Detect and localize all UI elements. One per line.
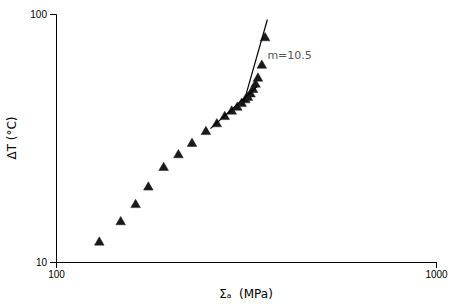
line: [210, 87, 257, 129]
tick-label: 10: [36, 257, 48, 268]
x-axis-label: Σₐ (MPa): [219, 287, 273, 301]
point: [144, 182, 154, 190]
point: [94, 237, 104, 245]
axis-line: [50, 15, 57, 263]
x-axis: 100 1000: [48, 262, 448, 280]
marks: [94, 20, 269, 246]
point: [201, 126, 211, 134]
tick-mark: [436, 262, 437, 268]
point: [187, 138, 197, 146]
tick-label: 100: [30, 9, 47, 20]
point: [116, 216, 126, 224]
line: [244, 20, 268, 103]
point: [174, 149, 184, 157]
tick-mark: [50, 14, 56, 15]
point: [253, 73, 263, 81]
tick-label: 1000: [425, 269, 448, 280]
plot: 100100010100m=10.5: [30, 9, 448, 280]
y-axis-label: ΔT (°C): [5, 116, 19, 159]
tick: 1000: [425, 262, 448, 280]
tick-mark: [50, 262, 56, 263]
tick: 10: [36, 257, 56, 268]
tick-label: 100: [48, 269, 65, 280]
chart: 100100010100m=10.5Σₐ (MPa)ΔT (°C): [0, 0, 454, 306]
tick: 100: [30, 9, 56, 20]
annotation: m=10.5: [267, 49, 311, 62]
point: [257, 60, 267, 68]
tick: 100: [48, 262, 65, 280]
axis-line: [57, 263, 437, 269]
point: [159, 162, 169, 170]
y-axis: 10 100: [30, 9, 56, 268]
point: [131, 199, 141, 207]
